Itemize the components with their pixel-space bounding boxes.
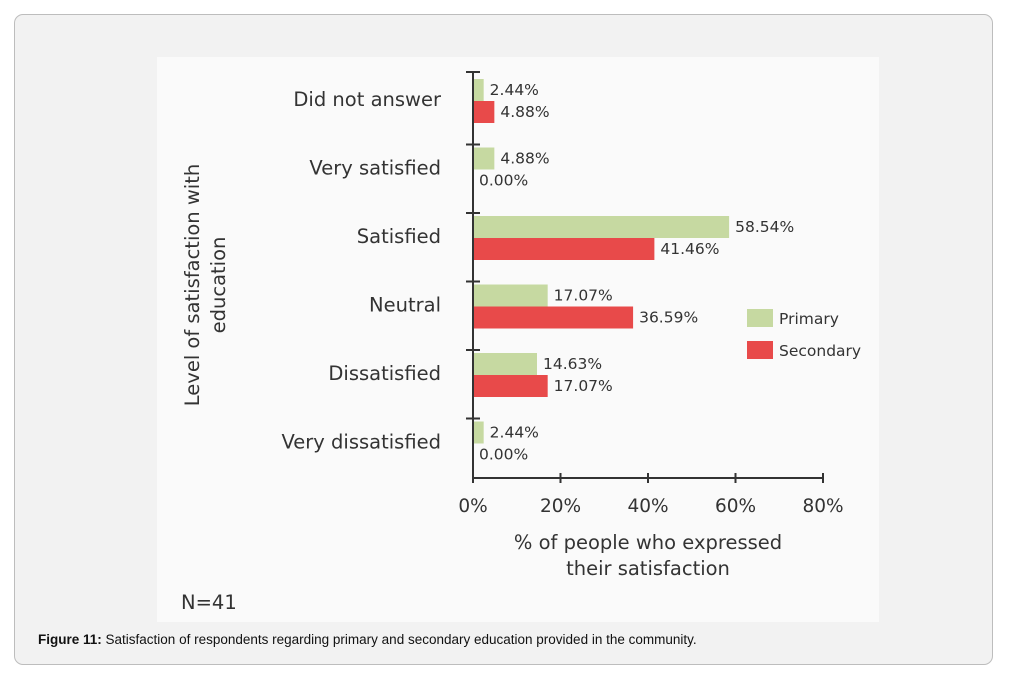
data-label-primary-5: 14.63% [543,355,602,373]
data-label-secondary-5: 17.07% [554,377,613,395]
figure-caption: Figure 11: Satisfaction of respondents r… [38,632,697,647]
x-tick-label-5: 80% [802,496,843,517]
x-axis-title-line-1: % of people who expressed [514,531,782,554]
category-label-2: Very satisfied [309,157,441,180]
bar-secondary-5 [473,375,548,397]
bar-primary-3 [473,216,730,238]
category-label-4: Neutral [369,294,441,317]
data-label-primary-2: 4.88% [500,150,549,168]
bar-chart: 2.44% 4.88% Did not answer 4.88% 0.00% Very s… [181,71,861,614]
data-label-secondary-3: 41.46% [660,240,719,258]
bar-primary-5 [473,353,538,375]
data-label-primary-3: 58.54% [735,218,794,236]
bar-secondary-3 [473,238,655,260]
y-axis-title-line-2: education [207,237,230,334]
sample-size-note: N=41 [181,591,237,614]
bar-primary-6 [473,421,484,444]
data-label-secondary-6: 0.00% [479,446,528,464]
x-tick-label-3: 40% [627,496,668,517]
legend-swatch-secondary [747,341,773,359]
x-tick-label-4: 60% [715,496,756,517]
category-label-5: Dissatisfied [328,362,441,385]
data-label-primary-6: 2.44% [490,424,539,442]
bar-primary-1 [473,79,484,101]
bar-primary-2 [473,147,495,170]
data-label-primary-1: 2.44% [490,81,539,99]
data-label-primary-4: 17.07% [554,287,613,305]
x-tick-label-1: 0% [458,496,487,517]
category-label-1: Did not answer [293,88,442,111]
legend-label-secondary: Secondary [779,342,861,360]
bar-secondary-4 [473,306,634,329]
figure-card: 2.44% 4.88% Did not answer 4.88% 0.00% Very s… [14,14,993,665]
chart-panel: 2.44% 4.88% Did not answer 4.88% 0.00% Very s… [157,57,879,622]
data-label-secondary-1: 4.88% [500,103,549,121]
data-label-secondary-4: 36.59% [639,309,698,327]
legend-label-primary: Primary [779,310,839,328]
caption-text: Satisfaction of respondents regarding pr… [101,632,697,647]
bar-secondary-1 [473,101,495,123]
x-axis-title-line-2: their satisfaction [566,557,730,580]
legend-swatch-primary [747,309,773,327]
category-label-6: Very dissatisfied [281,431,441,454]
bar-primary-4 [473,284,548,307]
caption-label: Figure 11: [38,632,102,647]
x-tick-label-2: 20% [540,496,581,517]
y-axis-title-line-1: Level of satisfaction with [181,164,204,406]
category-label-3: Satisfied [357,225,441,248]
data-label-secondary-2: 0.00% [479,172,528,190]
